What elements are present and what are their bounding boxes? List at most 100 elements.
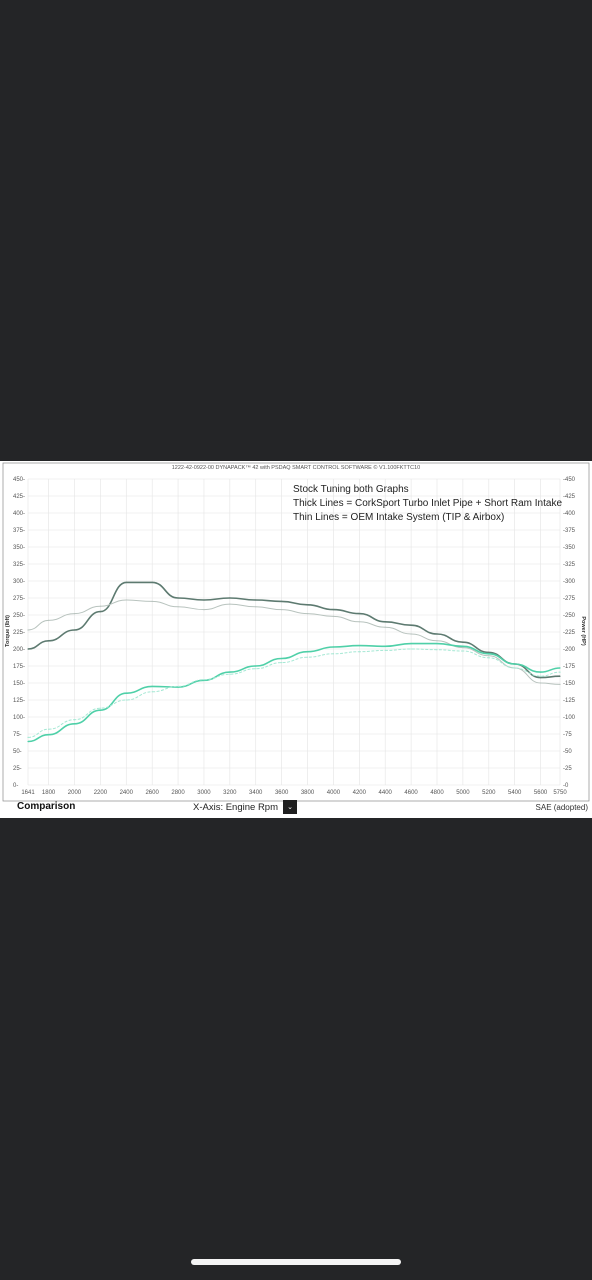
series-point-power-thin (281, 662, 283, 664)
series-point-torque-thin (27, 629, 29, 631)
chevron-down-icon[interactable]: ⌄ (283, 800, 298, 814)
series-line-torque-thick (27, 581, 561, 679)
series-point-torque-thick (559, 675, 561, 677)
y-tick-right-label: -375 (563, 528, 576, 534)
series-point-power-thick (306, 651, 309, 653)
series-point-power-thin (229, 673, 231, 675)
series-point-power-thin (306, 656, 309, 658)
series-point-power-thick (540, 671, 542, 673)
series-point-torque-thick (462, 641, 464, 643)
series-line-power-thick (27, 642, 561, 743)
series-point-power-thick (27, 740, 29, 743)
chart-ticks: 450- -450 425- -425 400- -400 375- -375 350- -350… (13, 477, 576, 796)
series-point-power-thin (151, 691, 153, 693)
series-point-power-thick (384, 645, 386, 647)
x-tick-label: 5200 (482, 790, 496, 796)
series-point-power-thin (358, 651, 360, 653)
y-tick-left-label: 325- (13, 562, 25, 568)
series-point-torque-thick (410, 624, 412, 626)
series-point-power-thin (73, 719, 76, 721)
y-tick-left-label: 150- (13, 681, 25, 687)
series-point-power-thin (332, 653, 334, 655)
series-point-power-thick (151, 685, 153, 687)
series-point-torque-thick (306, 604, 309, 606)
series-line-power-thin (27, 648, 561, 738)
x-tick-label: 1800 (42, 790, 56, 796)
series-point-power-thin (559, 671, 561, 673)
y-axis-right-label: Power (HP) (580, 616, 586, 646)
dyno-chart: 1222-42-0922-00 DYNAPACK™ 42 with PSDAQ … (0, 461, 592, 818)
series-point-power-thin (255, 668, 257, 670)
y-tick-left-label: 25- (13, 766, 22, 772)
series-point-torque-thin (410, 633, 412, 635)
y-tick-right-label: -225 (563, 630, 576, 636)
y-tick-right-label: -150 (563, 681, 576, 687)
x-tick-label: 2400 (120, 790, 134, 796)
comparison-label: Comparison (17, 801, 76, 812)
y-tick-left-label: 300- (13, 579, 25, 585)
x-axis-selector[interactable]: X-Axis: Engine Rpm ⌄ (193, 800, 298, 814)
y-tick-right-label: -275 (563, 596, 576, 602)
series-point-power-thin (436, 649, 438, 651)
series-point-power-thick (48, 734, 50, 736)
series-point-power-thin (488, 657, 490, 659)
series-point-torque-thin (255, 606, 257, 608)
series-point-power-thin (203, 679, 205, 681)
series-line-torque-thin (27, 599, 561, 685)
y-tick-left-label: 375- (13, 528, 25, 534)
series-point-power-thick (559, 667, 561, 669)
series-point-torque-thick (281, 600, 283, 602)
series-point-power-thin (177, 685, 179, 687)
series-point-torque-thick (125, 581, 127, 583)
series-point-power-thick (436, 643, 438, 645)
x-tick-label: 4600 (404, 790, 418, 796)
series-point-power-thick (488, 653, 490, 655)
series-point-power-thin (27, 736, 29, 738)
y-tick-right-label: -450 (563, 477, 576, 483)
x-tick-label: 4800 (430, 790, 444, 796)
series-point-power-thick (229, 671, 231, 673)
series-point-torque-thin (462, 647, 464, 649)
series-point-power-thick (332, 646, 334, 648)
y-tick-left-label: 175- (13, 664, 25, 670)
series-point-torque-thin (73, 613, 76, 615)
y-tick-right-label: -350 (563, 545, 576, 551)
x-tick-label: 4000 (327, 790, 341, 796)
x-tick-label: 1641 (21, 790, 35, 796)
series-point-torque-thick (177, 597, 179, 599)
x-axis-selector-label: X-Axis: Engine Rpm (193, 801, 279, 813)
series-point-torque-thick (151, 581, 153, 583)
y-tick-right-label: -50 (563, 749, 572, 755)
y-tick-left-label: 275- (13, 596, 25, 602)
series-point-torque-thick (73, 629, 76, 631)
series-point-power-thick (73, 723, 76, 725)
chart-series (27, 581, 561, 743)
x-tick-label: 4400 (379, 790, 393, 796)
series-point-torque-thin (332, 615, 334, 617)
series-point-torque-thick (488, 651, 490, 653)
series-point-torque-thick (332, 609, 334, 611)
x-tick-label: 3800 (301, 790, 315, 796)
series-point-torque-thin (125, 599, 127, 601)
x-tick-label: 2200 (94, 790, 108, 796)
series-point-torque-thin (48, 619, 50, 621)
series-point-power-thin (125, 699, 127, 701)
series-point-torque-thin (151, 600, 153, 602)
series-point-torque-thick (358, 613, 360, 615)
series-point-power-thin (514, 667, 516, 669)
x-tick-label: 2600 (145, 790, 159, 796)
y-tick-left-label: 100- (13, 715, 25, 721)
y-tick-left-label: 225- (13, 630, 25, 636)
home-indicator[interactable] (191, 1259, 401, 1265)
y-tick-right-label: -300 (563, 579, 576, 585)
x-tick-label: 3200 (223, 790, 237, 796)
x-tick-label: 3400 (249, 790, 263, 796)
y-tick-left-label: 450- (13, 477, 25, 483)
series-point-torque-thin (559, 683, 561, 685)
dyno-chart-photo: 1222-42-0922-00 DYNAPACK™ 42 with PSDAQ … (0, 461, 592, 818)
series-point-power-thick (125, 692, 127, 694)
series-point-power-thin (540, 675, 542, 677)
series-point-torque-thin (229, 603, 231, 605)
series-point-torque-thick (203, 599, 205, 601)
series-point-torque-thin (99, 605, 101, 607)
